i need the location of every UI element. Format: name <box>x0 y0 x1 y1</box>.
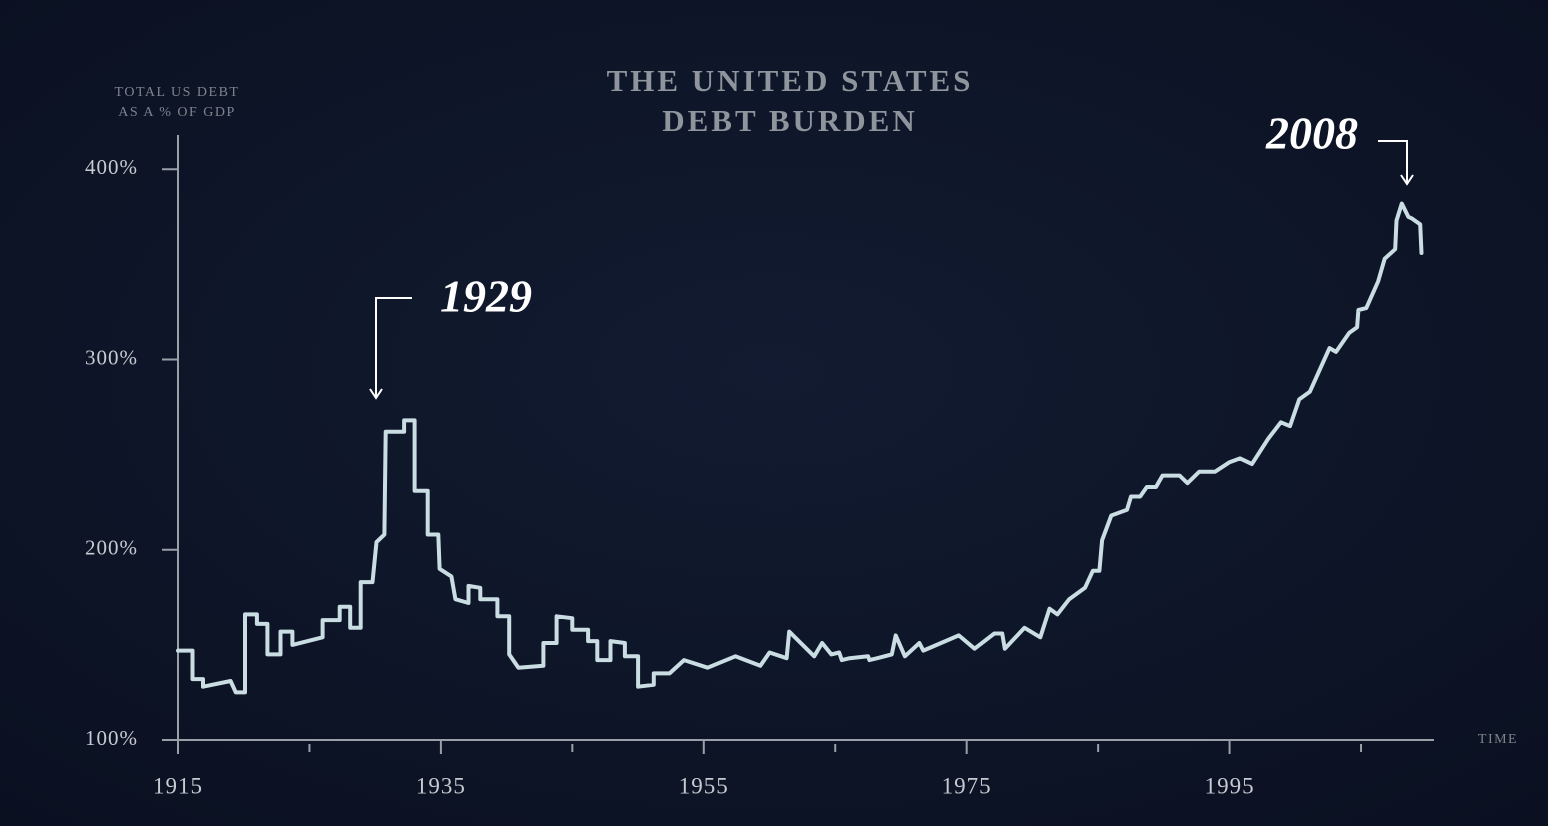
annotation: 1929 <box>440 271 532 322</box>
annotation-arrowhead <box>1400 174 1414 186</box>
annotation-arrowhead <box>369 388 383 400</box>
y-axis-label: TOTAL US DEBT <box>115 85 240 100</box>
x-tick-label: 1915 <box>153 773 203 798</box>
x-tick-label: 1955 <box>679 773 729 798</box>
x-axis-label: TIME <box>1478 732 1518 747</box>
y-tick-label: 400% <box>85 155 138 179</box>
y-tick-label: 200% <box>85 536 138 560</box>
annotation-arrow <box>375 297 412 396</box>
annotation-arrow <box>1378 140 1408 182</box>
annotation: 2008 <box>1265 108 1358 159</box>
x-tick-label: 1975 <box>942 773 992 798</box>
x-tick-label: 1995 <box>1205 773 1255 798</box>
data-line <box>176 201 1424 695</box>
x-tick-label: 1935 <box>416 773 466 798</box>
y-tick-label: 300% <box>85 345 138 369</box>
chart-title: THE UNITED STATES <box>607 63 974 98</box>
y-tick-label: 100% <box>85 726 138 750</box>
y-axis-label: AS A % OF GDP <box>118 105 236 120</box>
chart-title: DEBT BURDEN <box>662 103 918 138</box>
